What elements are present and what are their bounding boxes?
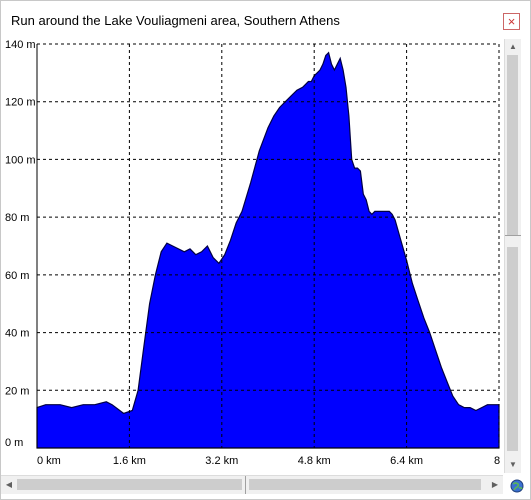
scroll-left-icon[interactable]: ◀ (5, 480, 13, 489)
elevation-area (36, 51, 500, 449)
horizontal-scroll-thumb[interactable] (17, 479, 242, 490)
close-icon: × (507, 14, 516, 29)
scroll-down-icon[interactable]: ▼ (509, 460, 517, 469)
close-button[interactable]: × (503, 13, 520, 30)
window-title: Run around the Lake Vouliagmeni area, So… (11, 13, 340, 28)
scroll-up-icon[interactable]: ▲ (509, 42, 517, 51)
scroll-right-icon[interactable]: ▶ (491, 480, 499, 489)
y-tick-label: 120 m (5, 97, 36, 109)
title-bar: Run around the Lake Vouliagmeni area, So… (1, 1, 530, 39)
y-tick-label: 140 m (5, 39, 36, 51)
vertical-splitter[interactable] (505, 235, 521, 236)
x-tick-label: 0 km (37, 455, 61, 467)
x-tick-label: 8 (494, 455, 500, 467)
elevation-plot: 0 m 20 m 40 m 60 m 80 m 100 m 120 m 140 m 0 km 1.… (1, 39, 503, 473)
y-tick-label: 80 m (5, 212, 29, 224)
x-tick-label: 1.6 km (113, 455, 146, 467)
elevation-chart: 0 m 20 m 40 m 60 m 80 m 100 m 120 m 140 m 0 km 1.… (1, 39, 503, 473)
horizontal-splitter[interactable] (245, 476, 246, 494)
y-tick-label: 0 m (5, 437, 23, 449)
y-tick-label: 20 m (5, 385, 29, 397)
horizontal-scroll-thumb-right[interactable] (249, 479, 481, 490)
vertical-scroll-thumb[interactable] (507, 55, 518, 235)
y-tick-label: 40 m (5, 328, 29, 340)
horizontal-scrollbar[interactable]: ◀ ▶ (1, 475, 503, 494)
x-tick-label: 3.2 km (205, 455, 238, 467)
x-tick-label: 4.8 km (298, 455, 331, 467)
x-tick-label: 6.4 km (390, 455, 423, 467)
y-tick-label: 100 m (5, 154, 36, 166)
globe-icon[interactable] (510, 479, 524, 493)
vertical-scroll-thumb-lower[interactable] (507, 247, 518, 451)
y-tick-label: 60 m (5, 270, 29, 282)
vertical-scrollbar[interactable]: ▲ ▼ (504, 39, 521, 473)
